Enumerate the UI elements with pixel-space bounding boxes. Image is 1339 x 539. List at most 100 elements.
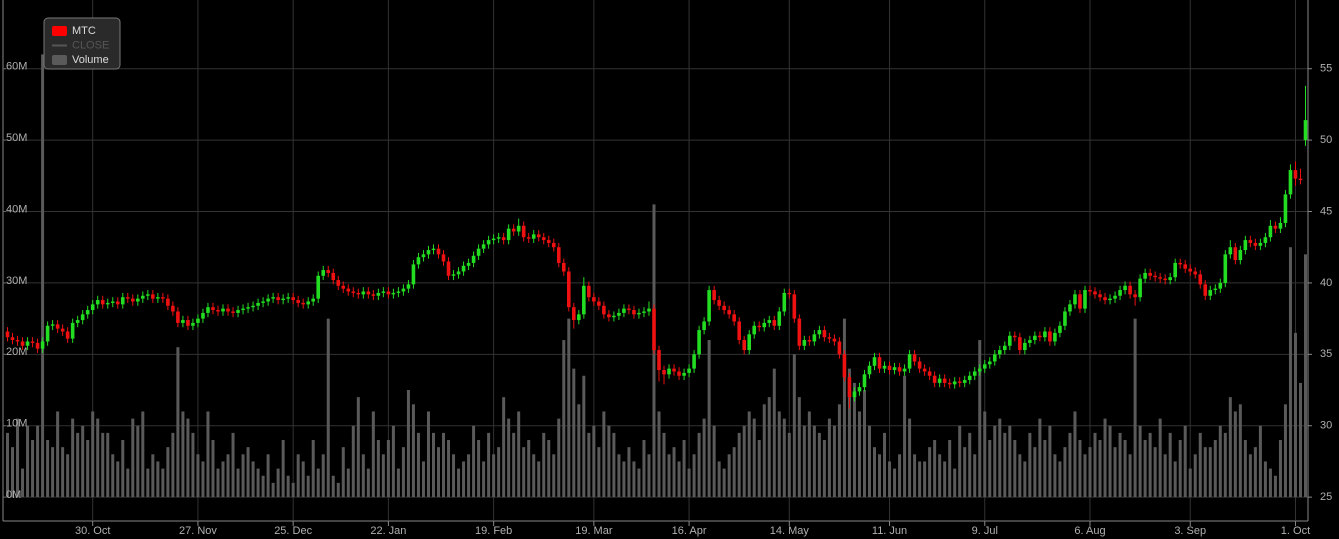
volume-bar (482, 461, 486, 498)
volume-bar (592, 425, 596, 498)
y2-tick-label: 45 (1320, 205, 1332, 217)
candle-body (176, 311, 180, 323)
candle-body (541, 237, 546, 241)
volume-bar (86, 440, 90, 498)
volume-bar (447, 440, 451, 498)
candle-body (416, 257, 421, 265)
volume-bar (336, 482, 340, 498)
y-tick-label: 60M (6, 61, 27, 73)
volume-bar (1298, 382, 1302, 498)
candle-body (1108, 298, 1112, 301)
y-tick-label: 30M (6, 275, 27, 287)
volume-bar (1038, 418, 1042, 498)
volume-bar (236, 468, 240, 498)
volume-bar (928, 447, 932, 498)
y2-tick-label: 40 (1320, 277, 1332, 289)
volume-bar (1163, 454, 1167, 498)
volume-bar (1138, 425, 1142, 498)
volume-bar (772, 368, 776, 498)
candle-body (110, 301, 115, 303)
x-tick-label: 25. Dec (274, 525, 312, 537)
candle-body (261, 301, 265, 303)
volume-bar (732, 447, 736, 498)
volume-bar (196, 454, 200, 498)
candle-body (316, 275, 321, 299)
candle-body (95, 300, 100, 305)
y-tick-label: 20M (6, 346, 27, 358)
volume-bar (602, 411, 606, 498)
volume-bar (1233, 411, 1237, 498)
volume-bar (341, 447, 345, 498)
candle-body (296, 300, 300, 303)
candle-body (1228, 247, 1233, 255)
candle-body (1123, 285, 1127, 291)
volume-bar (883, 432, 887, 498)
candle-body (702, 321, 706, 331)
candle-body (1003, 345, 1007, 351)
candle-body (1293, 170, 1298, 179)
candle-body (967, 375, 972, 381)
legend: MTC CLOSE Volume (43, 17, 121, 70)
candle-body (346, 288, 351, 292)
volume-bar (1228, 397, 1232, 498)
candle-body (551, 242, 556, 248)
x-tick-label: 11. Jun (872, 525, 907, 537)
volume-bar (171, 432, 175, 498)
candle-body (256, 302, 260, 306)
candle-layer (5, 85, 1308, 409)
volume-bar (1178, 440, 1182, 498)
candle-body (742, 340, 747, 351)
volume-bar (26, 425, 30, 498)
candle-body (1008, 335, 1012, 346)
candle-body (1053, 332, 1057, 342)
volume-bar (106, 432, 110, 498)
candle-body (90, 304, 95, 311)
candle-body (832, 338, 837, 342)
volume-bar (492, 454, 496, 498)
candle-body (977, 368, 982, 372)
candle-body (276, 297, 280, 301)
volume-bar (537, 461, 541, 498)
legend-label: MTC (72, 25, 96, 37)
volume-bar (1098, 440, 1102, 498)
volume-bar (166, 447, 170, 498)
candle-body (516, 225, 521, 232)
volume-bar (988, 440, 992, 498)
candle-body (281, 298, 285, 301)
candle-body (1073, 294, 1077, 305)
candle-body (907, 354, 912, 369)
volume-bar (201, 461, 205, 498)
volume-bar (938, 454, 942, 498)
candle-body (466, 262, 471, 266)
volume-bar (366, 468, 370, 498)
volume-bar (176, 347, 180, 498)
y2-tick-label: 25 (1320, 491, 1332, 503)
candle-body (1263, 237, 1268, 243)
volume-bar (356, 397, 360, 498)
candle-body (526, 237, 531, 239)
candle-body (1118, 290, 1122, 296)
candle-body (511, 228, 516, 232)
x-tick-label: 16. Apr (672, 525, 707, 537)
candle-body (406, 284, 411, 289)
volume-bar (497, 447, 501, 498)
volume-bar (1068, 432, 1072, 498)
candle-body (1238, 250, 1243, 261)
candle-body (171, 305, 175, 312)
volume-bar (281, 440, 285, 498)
candle-body (496, 237, 501, 239)
volume-bar (1043, 440, 1047, 498)
volume-bar (857, 411, 861, 498)
candle-body (446, 261, 451, 276)
volume-bar (376, 440, 380, 498)
volume-bar (1013, 440, 1017, 498)
volume-bar (867, 425, 871, 498)
candle-body (807, 340, 812, 342)
candle-body (602, 305, 606, 315)
volume-bar (637, 468, 641, 498)
candle-body (1198, 274, 1203, 285)
volume-bar (647, 454, 651, 498)
candle-body (717, 300, 721, 306)
candle-body (411, 264, 416, 285)
